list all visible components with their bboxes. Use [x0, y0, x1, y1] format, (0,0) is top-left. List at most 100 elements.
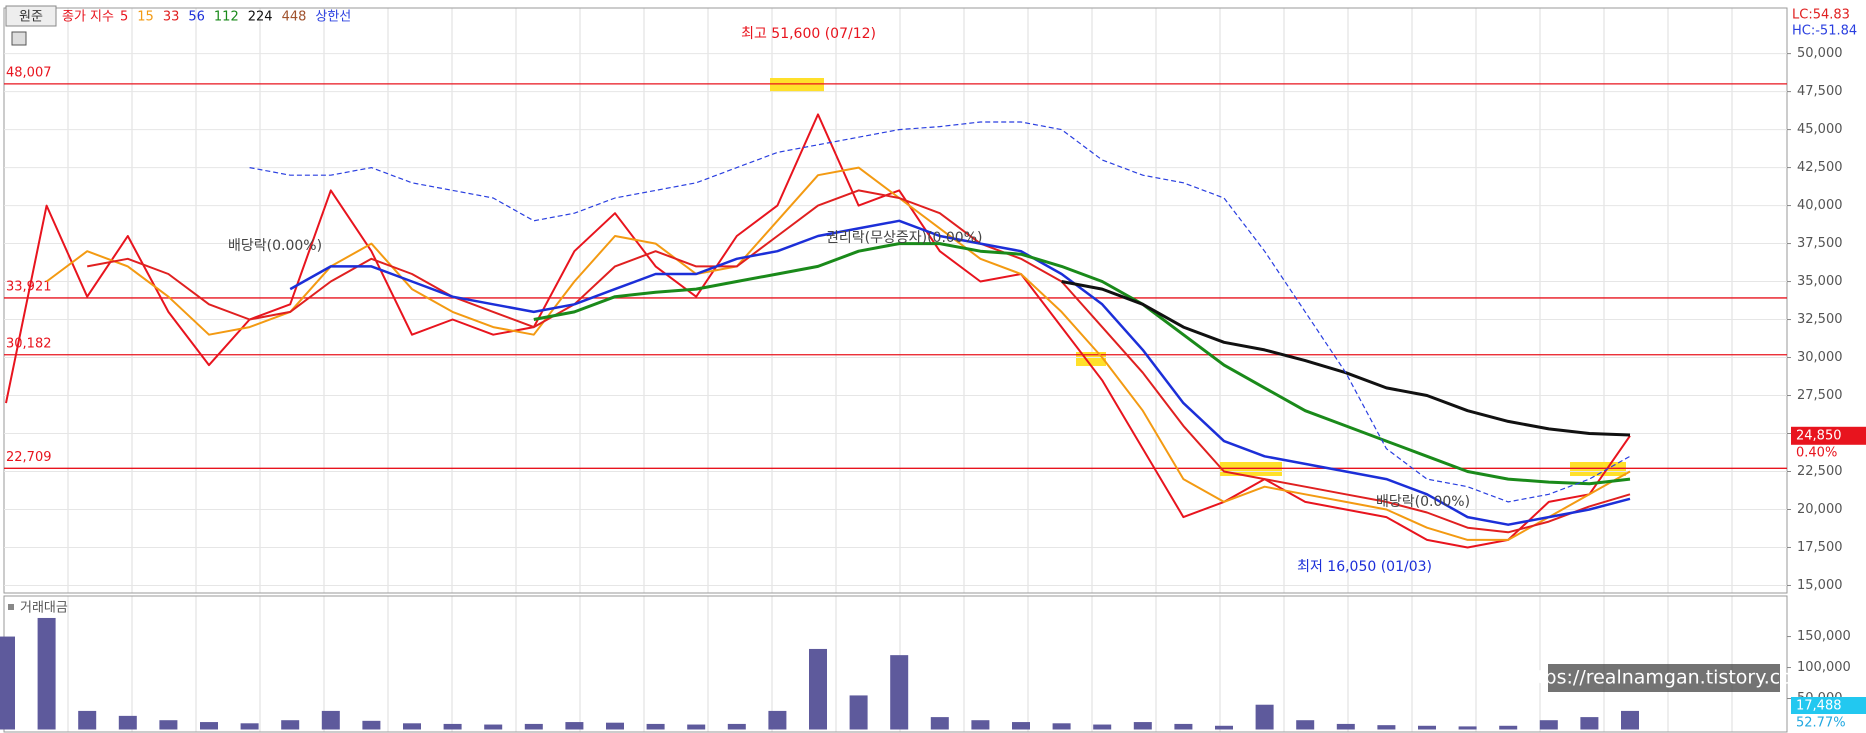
ma-line	[5, 113, 1631, 549]
price-tag: 24,850	[1796, 428, 1842, 443]
support-label: 33,921	[6, 279, 52, 294]
volume-bar	[1093, 724, 1112, 730]
volume-bar	[37, 617, 56, 730]
y-tick-label: 47,500	[1797, 84, 1843, 99]
y-tick-label: 35,000	[1797, 274, 1843, 289]
highlight	[770, 78, 824, 92]
y-tick-label: 100,000	[1797, 660, 1851, 675]
volume-bar	[78, 710, 97, 730]
y-tick-label: 15,000	[1797, 578, 1843, 593]
y-tick-label: 17,500	[1797, 540, 1843, 555]
volume-bar	[930, 717, 949, 730]
volume-bar	[768, 710, 787, 730]
toolbar-button[interactable]	[5, 5, 57, 27]
change-tag: 0.40%	[1796, 445, 1837, 460]
legend-item: 448	[282, 10, 307, 25]
volume-bar	[1336, 723, 1355, 730]
volume-bar	[687, 724, 706, 730]
y-tick-label: 27,500	[1797, 388, 1843, 403]
volume-bar	[200, 722, 218, 730]
volume-bar	[809, 648, 827, 730]
volume-bar	[1499, 725, 1518, 730]
y-tick-label: 50,000	[1797, 46, 1843, 61]
table-icon[interactable]	[11, 31, 27, 46]
y-tick-label: 30,000	[1797, 350, 1843, 365]
volume-bar	[1296, 720, 1315, 730]
volume-bar	[1580, 717, 1599, 730]
legend-item: 112	[214, 10, 239, 25]
y-tick-label: 42,500	[1797, 160, 1843, 175]
volume-bar	[0, 636, 15, 730]
ma-line	[289, 219, 1631, 526]
support-label: 30,182	[6, 336, 52, 351]
volume-bar	[1418, 725, 1436, 730]
support-label: 48,007	[6, 65, 52, 80]
y-tick-label: 150,000	[1797, 629, 1851, 644]
volume-tag-bg	[1791, 697, 1866, 714]
legend-item: 56	[188, 10, 205, 25]
volume-bar	[1174, 723, 1193, 730]
volume-bar	[240, 723, 259, 730]
watermark-bg	[1548, 664, 1780, 692]
y-tick-label: 22,500	[1797, 464, 1843, 479]
panel-icon	[8, 604, 14, 610]
annotation: 권리락(무상증자)(0.00%)	[826, 230, 982, 246]
volume-bar	[890, 655, 909, 730]
legend-item: 33	[163, 10, 180, 25]
volume-bar	[1255, 704, 1274, 730]
y-tick-label: 40,000	[1797, 198, 1843, 213]
price-panel-frame	[3, 7, 1788, 594]
highlight	[1220, 462, 1282, 476]
volume-bar	[484, 724, 503, 730]
y-tick-label: 37,500	[1797, 236, 1843, 251]
legend-item: 15	[137, 10, 154, 25]
y-tick-label: 45,000	[1797, 122, 1843, 137]
ma-line	[249, 121, 1631, 503]
volume-bar	[727, 723, 746, 730]
watermark: https://realnamgan.tistory.com	[1518, 667, 1811, 689]
volume-bar	[1052, 723, 1071, 730]
volume-bar	[1539, 720, 1558, 730]
legend-item: 5	[120, 10, 128, 25]
legend-title: 종가 지수	[62, 10, 114, 25]
volume-bar	[321, 710, 340, 730]
volume-tag: 17,488	[1796, 699, 1842, 714]
lc-indicator: LC:54.83	[1792, 8, 1850, 23]
volume-bar	[362, 720, 381, 730]
volume-bar	[159, 720, 178, 730]
annotation: 배당락(0.00%)	[228, 238, 322, 254]
y-tick-label: 32,500	[1797, 312, 1843, 327]
volume-bar	[606, 722, 624, 730]
volume-bar	[1621, 710, 1639, 730]
legend-item: 224	[248, 10, 273, 25]
annotation: 최저 16,050 (01/03)	[1297, 559, 1432, 575]
volume-bar	[443, 723, 462, 730]
volume-bar	[1012, 722, 1030, 730]
price-tag-bg	[1791, 426, 1866, 445]
volume-bar	[281, 720, 300, 730]
ma-line	[533, 242, 1631, 486]
annotation: 배당락(0.00%)	[1376, 494, 1470, 510]
volume-bar	[403, 723, 421, 730]
volume-bar	[524, 723, 543, 730]
volume-bar	[1377, 725, 1396, 730]
support-label: 22,709	[6, 450, 52, 465]
volume-bar	[849, 695, 868, 730]
hc-indicator: HC:-51.84	[1792, 24, 1857, 39]
volume-change-tag: 52.77%	[1796, 716, 1846, 731]
volume-bar	[118, 715, 137, 730]
panel-title: 거래대금	[20, 601, 68, 616]
ma-line	[87, 189, 1631, 534]
annotation: 최고 51,600 (07/12)	[741, 26, 876, 42]
volume-bar	[1133, 722, 1152, 730]
highlight	[1570, 462, 1626, 476]
ma-line	[46, 166, 1631, 541]
toolbar-button-label[interactable]: 원준	[19, 10, 43, 25]
legend-item: 상한선	[315, 10, 351, 25]
volume-bar	[971, 720, 990, 730]
highlight	[1076, 352, 1106, 366]
y-tick-label: 20,000	[1797, 502, 1843, 517]
volume-bar	[646, 723, 665, 730]
